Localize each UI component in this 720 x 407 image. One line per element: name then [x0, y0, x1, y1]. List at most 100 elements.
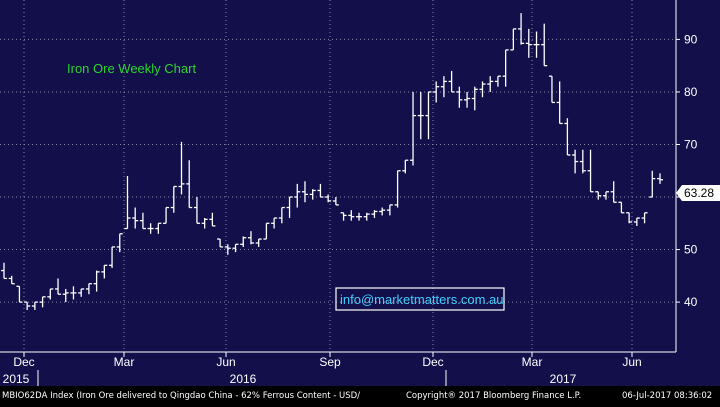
price-bar — [595, 191, 602, 200]
x-tick-label: Dec — [13, 355, 34, 369]
price-bar — [548, 75, 555, 104]
price-bar — [209, 212, 216, 227]
price-bar — [247, 231, 254, 245]
footer-copyright: Copyright® 2017 Bloomberg Finance L.P. — [406, 391, 581, 401]
price-bar — [494, 75, 501, 87]
price-bar — [217, 238, 224, 248]
price-bar — [62, 288, 69, 303]
price-bar — [487, 76, 494, 92]
price-bars — [1, 13, 663, 310]
price-bar — [510, 28, 517, 51]
price-bar — [317, 183, 324, 198]
price-bar — [626, 212, 633, 224]
price-bar — [386, 204, 393, 216]
price-bar — [456, 86, 463, 108]
price-bar — [448, 70, 455, 93]
price-bar — [116, 233, 123, 253]
footer-bar — [0, 386, 720, 402]
price-bar — [271, 217, 278, 229]
y-tick-label: 90 — [684, 32, 698, 46]
x-year-label: 2017 — [550, 372, 577, 386]
price-bar — [394, 170, 401, 208]
price-bar — [641, 212, 648, 224]
price-bar — [610, 181, 617, 203]
price-bar — [155, 222, 162, 234]
price-bar — [518, 13, 525, 45]
price-bar — [309, 189, 316, 200]
y-tick-label: 80 — [684, 85, 698, 99]
price-bar — [93, 270, 100, 292]
price-bar — [602, 191, 609, 200]
price-bar — [124, 176, 131, 230]
price-bar — [502, 49, 509, 87]
price-bar — [356, 212, 363, 221]
price-bar — [525, 28, 532, 58]
last-price-tag — [676, 185, 720, 201]
x-tick-label: Jun — [216, 355, 235, 369]
footer-timestamp: 06-Jul-2017 08:36:02 — [622, 391, 712, 401]
price-bar — [325, 194, 332, 203]
price-bar — [402, 159, 409, 174]
price-bar — [332, 197, 339, 206]
price-bar — [564, 118, 571, 156]
price-bar — [55, 278, 62, 295]
price-bar — [132, 207, 139, 229]
price-bar — [618, 201, 625, 214]
price-bar — [286, 196, 293, 219]
price-bar — [363, 212, 370, 221]
y-tick-label: 40 — [684, 295, 698, 309]
price-bar — [579, 149, 586, 174]
price-bar — [541, 23, 548, 67]
price-bar — [440, 76, 447, 98]
price-bar — [425, 91, 432, 140]
price-bar — [163, 206, 170, 224]
price-bar — [109, 246, 116, 268]
price-bar — [193, 197, 200, 224]
price-bar — [101, 264, 108, 279]
price-bar — [464, 91, 471, 108]
price-bar — [186, 160, 193, 209]
price-bar — [170, 185, 177, 213]
price-bar — [572, 149, 579, 174]
x-tick-label: Mar — [114, 355, 135, 369]
price-bar — [147, 223, 154, 234]
price-bar — [587, 149, 594, 193]
price-bar — [224, 244, 231, 255]
last-price-label: 63.28 — [684, 186, 714, 200]
price-bar — [379, 207, 386, 216]
price-bar — [294, 183, 301, 208]
price-bar — [24, 301, 31, 310]
price-bar — [301, 181, 308, 203]
price-bar — [410, 91, 417, 166]
y-tick-label: 70 — [684, 137, 698, 151]
chart-title: Iron Ore Weekly Chart — [67, 61, 196, 76]
price-bar — [533, 31, 540, 58]
x-tick-label: Sep — [319, 355, 341, 369]
price-bar — [255, 238, 262, 247]
price-bar — [471, 86, 478, 111]
price-bar — [240, 236, 247, 247]
price-bar — [340, 212, 347, 221]
price-bar — [263, 222, 270, 240]
price-bar — [31, 301, 38, 310]
price-bar — [479, 81, 486, 98]
watermark-box — [335, 287, 505, 311]
price-bar — [433, 81, 440, 103]
x-axis-ticks: Dec Mar Jun Sep Dec Mar Jun 2015 2016 2017 — [3, 352, 642, 386]
price-bar — [371, 210, 378, 219]
price-bar — [232, 243, 239, 253]
price-bar — [348, 210, 355, 221]
price-bar — [649, 170, 656, 198]
price-bar — [556, 81, 563, 125]
price-bar — [278, 206, 285, 224]
price-bar — [39, 296, 46, 308]
x-tick-label: Jun — [622, 355, 641, 369]
price-bar — [47, 288, 54, 300]
y-axis-ticks: 405060708090 — [676, 32, 698, 309]
price-bar — [8, 275, 15, 285]
price-bar — [70, 286, 77, 300]
price-bar — [139, 212, 146, 230]
x-year-label: 2016 — [230, 372, 257, 386]
